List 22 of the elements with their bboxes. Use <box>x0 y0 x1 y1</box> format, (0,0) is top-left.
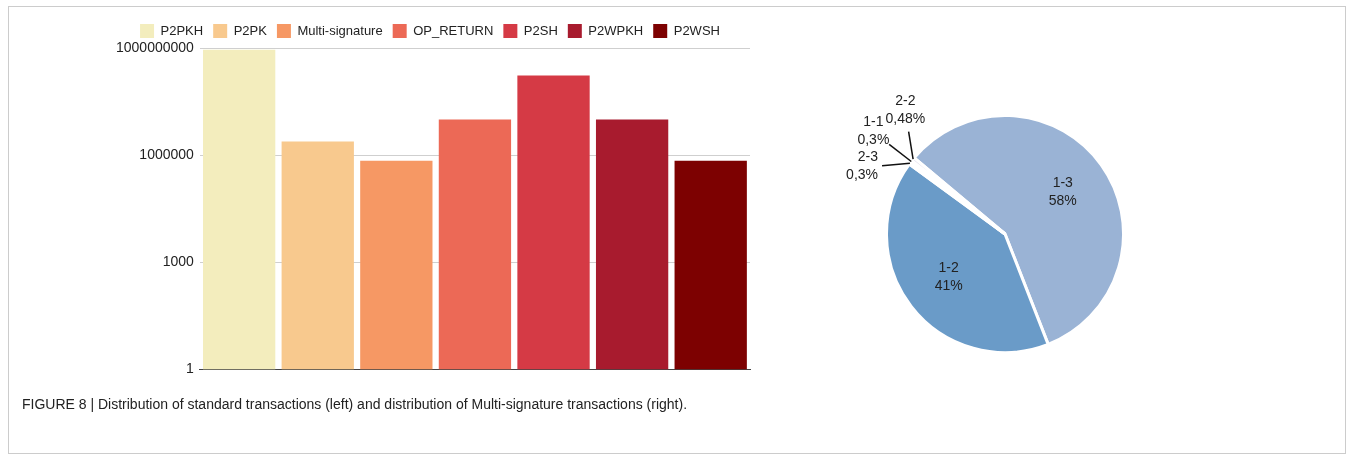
y-tick-label: 1 <box>186 360 195 377</box>
data-label: 0,3% <box>846 165 879 182</box>
legend-label: P2WSH <box>673 22 720 38</box>
legend-label: P2PK <box>233 22 268 38</box>
caption: FIGURE 8 | Distribution of standard transactions (left) and distribution of Multi-signature transactions (right). <box>22 396 688 412</box>
y-tick-label: 1000000 <box>139 146 195 163</box>
slice-label: 2-3 <box>857 147 879 164</box>
data-label: 0,48% <box>885 109 926 126</box>
data-label: 41% <box>934 277 963 294</box>
slice-label: 2-2 <box>895 91 916 108</box>
legend-label: P2PKH <box>160 22 204 38</box>
legend-label: OP_RETURN <box>413 22 494 38</box>
y-tick-label: 1000 <box>162 253 195 270</box>
data-label: 0,3% <box>857 130 890 147</box>
legend-label: P2SH <box>523 22 558 38</box>
legend-label: P2WPKH <box>588 22 644 38</box>
slice-label: 1-2 <box>938 259 960 276</box>
y-tick-label: 1000000000 <box>115 38 195 55</box>
legend-label: Multi-signature <box>297 22 383 38</box>
slice-label: 1-1 <box>863 112 884 129</box>
slice-label: 1-3 <box>1052 174 1074 191</box>
data-label: 58% <box>1048 192 1077 209</box>
